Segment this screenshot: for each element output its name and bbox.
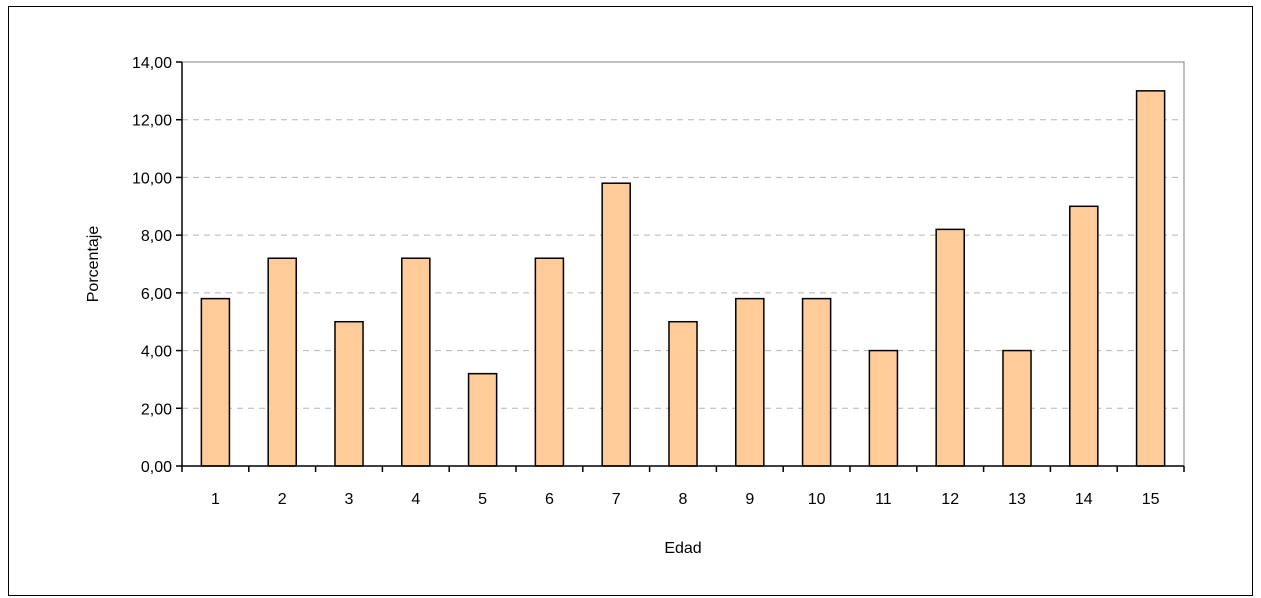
x-tick-label: 10 bbox=[808, 491, 826, 508]
bar bbox=[267, 257, 297, 467]
axes bbox=[176, 61, 1185, 472]
y-tick-label: 0,00 bbox=[141, 459, 172, 476]
bar bbox=[534, 257, 565, 467]
bar bbox=[1069, 205, 1099, 467]
x-tick-label: 4 bbox=[411, 491, 420, 508]
bar bbox=[868, 349, 899, 467]
x-tick-label: 6 bbox=[545, 491, 554, 508]
bar bbox=[200, 297, 231, 467]
y-tick-label: 6,00 bbox=[141, 286, 172, 303]
bar bbox=[668, 320, 698, 467]
bar bbox=[334, 320, 364, 467]
x-axis-title: Edad bbox=[664, 540, 701, 557]
bar bbox=[935, 228, 965, 467]
y-tick-label: 4,00 bbox=[141, 344, 172, 361]
bar bbox=[601, 182, 631, 467]
x-tick-labels: 1 2 3 4 5 6 7 8 9 10 11 12 13 14 15 bbox=[211, 491, 1160, 508]
bar bbox=[401, 257, 431, 467]
y-tick-label: 8,00 bbox=[141, 228, 172, 245]
y-tick-label: 12,00 bbox=[132, 113, 172, 130]
x-tick-label: 11 bbox=[875, 491, 892, 508]
bars bbox=[200, 90, 1166, 467]
x-tick-label: 14 bbox=[1075, 491, 1093, 508]
x-tick-label: 1 bbox=[211, 491, 220, 508]
x-tick-label: 13 bbox=[1008, 491, 1026, 508]
x-tick-label: 2 bbox=[278, 491, 287, 508]
x-tick-label: 9 bbox=[745, 491, 754, 508]
bar bbox=[1002, 349, 1032, 467]
x-tick-label: 7 bbox=[612, 491, 621, 508]
y-tick-label: 14,00 bbox=[132, 55, 172, 72]
x-tick-label: 8 bbox=[679, 491, 688, 508]
x-tick-label: 5 bbox=[478, 491, 487, 508]
x-tick-label: 3 bbox=[345, 491, 354, 508]
y-axis-title: Porcentaje bbox=[85, 226, 102, 303]
bar bbox=[735, 297, 765, 467]
x-tick-label: 15 bbox=[1142, 491, 1160, 508]
bar bbox=[801, 297, 832, 467]
bar bbox=[1135, 90, 1166, 467]
x-tick-label: 12 bbox=[941, 491, 959, 508]
y-tick-labels: 0,00 2,00 4,00 6,00 8,00 10,00 12,00 14,00 bbox=[132, 55, 172, 476]
bar bbox=[467, 372, 498, 467]
y-tick-label: 10,00 bbox=[132, 170, 172, 187]
y-tick-label: 2,00 bbox=[141, 401, 172, 418]
